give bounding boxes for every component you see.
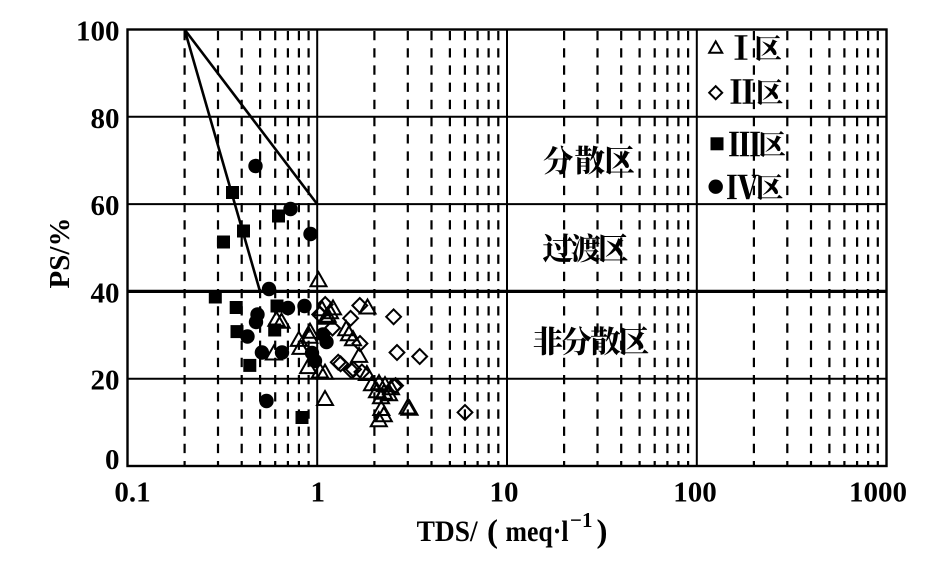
svg-text:60: 60	[91, 190, 120, 222]
svg-text:−1: −1	[570, 508, 592, 532]
svg-text:PS/%: PS/%	[44, 218, 76, 289]
svg-text:(: (	[487, 514, 498, 550]
svg-text:1: 1	[311, 477, 326, 509]
svg-text:TDS/: TDS/	[417, 515, 479, 548]
svg-text:): )	[597, 514, 608, 550]
svg-text:meq·l: meq·l	[506, 515, 569, 548]
svg-text:80: 80	[91, 103, 120, 135]
svg-text:100: 100	[76, 16, 120, 48]
svg-text:1000: 1000	[849, 477, 907, 509]
svg-text:20: 20	[91, 365, 120, 397]
svg-text:40: 40	[91, 277, 120, 309]
svg-text:100: 100	[673, 477, 717, 509]
svg-text:0.1: 0.1	[114, 477, 150, 509]
svg-text:0: 0	[105, 444, 120, 476]
svg-text:10: 10	[490, 477, 519, 509]
